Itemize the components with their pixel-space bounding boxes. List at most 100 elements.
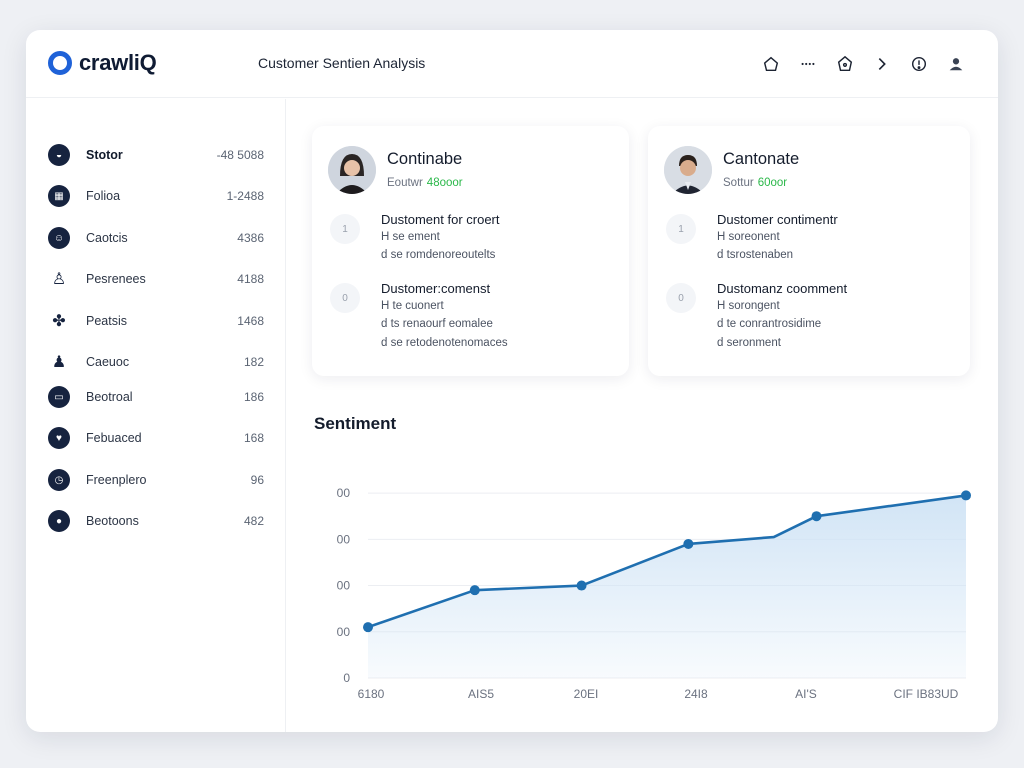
info-icon[interactable] — [907, 52, 931, 76]
sidebar-item-label: Stotor — [86, 148, 123, 162]
sidebar-item-pesrenees[interactable]: ♙ Pesrenees 4188 — [48, 266, 264, 292]
box-icon: ▭ — [48, 386, 70, 408]
sidebar-item-febuaced[interactable]: ♥ Febuaced 168 — [48, 425, 264, 451]
entry-line: H soreonent — [717, 231, 780, 243]
calendar-icon: ▦ — [48, 185, 70, 207]
logo-ring-icon — [48, 51, 72, 75]
data-point — [961, 490, 971, 501]
avatar — [664, 146, 712, 194]
header-toolbar — [746, 52, 968, 76]
clock-icon: ◷ — [48, 469, 70, 491]
page-title: Customer Sentien Analysis — [258, 55, 426, 71]
home-icon[interactable] — [759, 52, 783, 76]
entry-line: d seronment — [717, 337, 781, 349]
app-window: crawliQ Customer Sentien Analysis — [26, 30, 998, 732]
sidebar-item-label: Peatsis — [86, 314, 127, 328]
customer-card[interactable]: Cantonate Sottur 60oor 1 Dustomer contime… — [648, 126, 970, 376]
sidebar-item-count: 182 — [243, 355, 264, 369]
sidebar-item-count: 168 — [243, 431, 264, 445]
score-value: 60oor — [757, 177, 788, 189]
entry-line: H te cuonert — [381, 300, 444, 312]
sidebar-item-stotor[interactable]: ◒ Stotor -48 5088 — [48, 142, 264, 168]
user-circle-icon: ● — [48, 510, 70, 532]
entry-title: Dustomer contimentr — [717, 212, 838, 227]
person-walk-icon: ♙ — [51, 271, 67, 288]
entry-title: Dustomanz coomment — [717, 281, 848, 296]
sidebar-item-label: Beotoons — [86, 514, 139, 528]
app-name: crawliQ — [79, 50, 157, 75]
face-icon: ☺ — [48, 227, 70, 249]
sidebar-item-label: Beotroal — [86, 390, 133, 404]
shield-icon: ◒ — [48, 144, 70, 166]
sidebar-item-count: 482 — [243, 514, 264, 528]
x-tick-label: AI'S — [795, 687, 817, 700]
entry-line: H sorongent — [717, 300, 780, 312]
sidebar: ◒ Stotor -48 5088 ▦ Folioa 1-2488 ☺ Caot… — [26, 99, 286, 732]
score-label: Eoutwr — [387, 177, 423, 189]
customer-card[interactable]: Continabe Eoutwr 48ooor 1 Dustoment for c… — [312, 126, 629, 376]
avatar — [328, 146, 376, 194]
chevron-right-icon[interactable] — [870, 52, 894, 76]
entry-number: 0 — [666, 283, 696, 313]
sidebar-item-folioa[interactable]: ▦ Folioa 1-2488 — [48, 183, 264, 209]
entry-line: d ts renaourf eomalee — [381, 318, 493, 330]
y-tick-label: 00 — [337, 625, 351, 639]
entry-line: d te conrantrosidime — [717, 318, 822, 330]
data-point — [683, 538, 694, 549]
heart-icon: ♥ — [48, 427, 70, 449]
sidebar-item-count: 4188 — [237, 272, 264, 286]
entry-line: H se ement — [381, 231, 440, 243]
entry-title: Dustomer:comenst — [381, 281, 491, 296]
y-tick-label: 0 — [343, 671, 350, 685]
entry-line: d se romdenoreoutelts — [381, 249, 496, 261]
customer-score-line: Eoutwr 48ooor — [387, 177, 463, 189]
customer-name: Cantonate — [723, 150, 800, 168]
sidebar-item-beotoons[interactable]: ● Beotoons 482 — [48, 508, 264, 534]
x-tick-label: 6180 — [358, 687, 385, 700]
series-area — [368, 495, 966, 678]
sidebar-item-label: Caeuoc — [86, 355, 130, 369]
customer-name: Continabe — [387, 150, 463, 168]
sidebar-item-count: -48 5088 — [216, 148, 264, 162]
data-point — [811, 511, 822, 522]
x-tick-label: AIS5 — [468, 687, 494, 700]
entry-number: 0 — [330, 283, 360, 313]
entry-line: d tsrostenaben — [717, 249, 794, 261]
chart-title: Sentiment — [314, 414, 397, 433]
y-tick-label: 00 — [337, 486, 351, 500]
data-point — [576, 580, 587, 591]
entry-title: Dustoment for croert — [381, 212, 500, 227]
customer-score-line: Sottur 60oor — [723, 177, 787, 189]
entry-line: d se retodenotenomaces — [381, 337, 508, 349]
score-value: 48ooor — [426, 177, 463, 189]
sidebar-item-count: 4386 — [237, 231, 264, 245]
data-point — [469, 585, 480, 596]
sidebar-item-caotcis[interactable]: ☺ Caotcis 4386 — [48, 225, 264, 251]
sidebar-item-peatsis[interactable]: ✤ Peatsis 1468 — [48, 308, 264, 334]
y-tick-label: 00 — [337, 532, 351, 546]
sidebar-item-caeuoc[interactable]: ♟ Caeuoc 182 — [48, 349, 264, 375]
sidebar-item-label: Caotcis — [86, 231, 128, 245]
score-label: Sottur — [723, 177, 754, 189]
entry-number: 1 — [666, 214, 696, 244]
top-header: crawliQ Customer Sentien Analysis — [26, 30, 998, 98]
sidebar-item-label: Freenplero — [86, 473, 147, 487]
sidebar-item-label: Folioa — [86, 189, 121, 203]
more-dots-icon[interactable] — [796, 52, 820, 76]
logo[interactable]: crawliQ — [48, 50, 157, 76]
x-tick-label: CIF IB83UD — [894, 687, 959, 700]
sidebar-item-beotroal[interactable]: ▭ Beotroal 186 — [48, 384, 264, 410]
entry-number: 1 — [330, 214, 360, 244]
sidebar-item-count: 186 — [243, 390, 264, 404]
user-icon: ♟ — [51, 354, 67, 371]
x-tick-label: 24I8 — [684, 687, 708, 700]
user-icon[interactable] — [944, 52, 968, 76]
sidebar-item-count: 96 — [250, 473, 264, 487]
shield-icon[interactable] — [833, 52, 857, 76]
x-tick-label: 20EI — [574, 687, 599, 700]
sidebar-item-count: 1468 — [237, 314, 264, 328]
sidebar-item-freenplero[interactable]: ◷ Freenplero 96 — [48, 467, 264, 493]
sidebar-item-count: 1-2488 — [226, 189, 264, 203]
data-point — [363, 622, 373, 633]
